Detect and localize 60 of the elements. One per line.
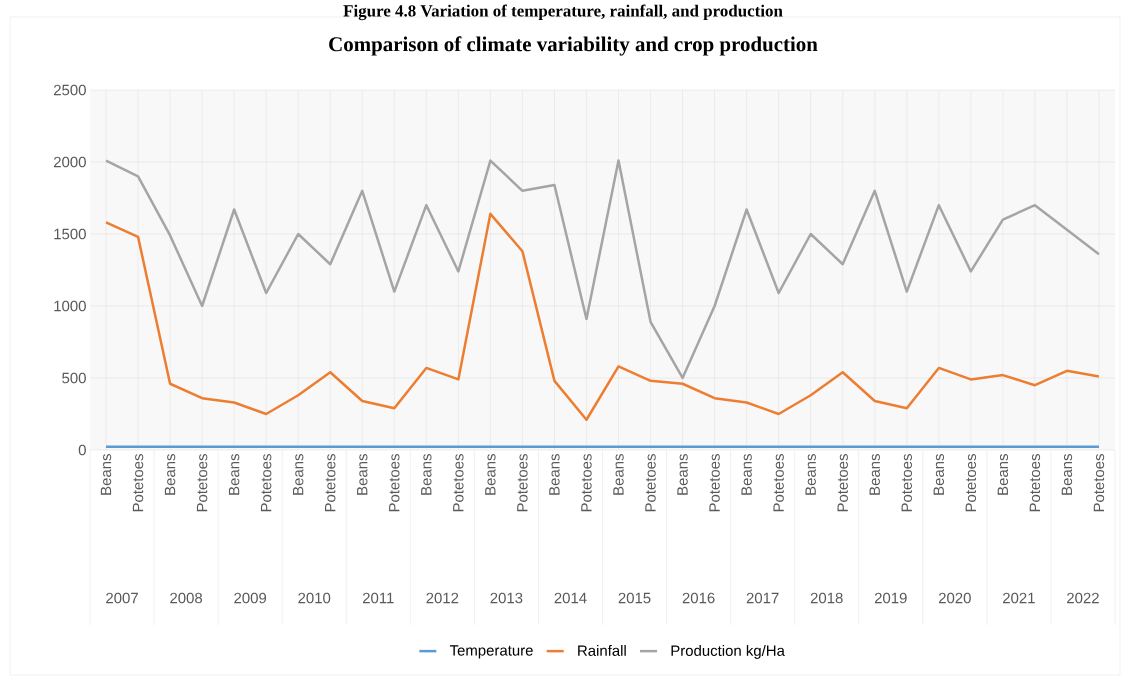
text: 2013 <box>490 592 523 604</box>
y-tick-label: 1000 <box>54 300 86 312</box>
x-tick-label: Beans <box>997 454 1009 495</box>
text: 2012 <box>426 592 459 604</box>
x-tick-label: Beans <box>1061 454 1073 495</box>
caption: Figure 4.8 Variation of temperature, rainfall, and production <box>343 4 783 21</box>
y-tick-label: 1500 <box>54 228 86 240</box>
x-tick-label: Potetoes <box>1029 454 1041 512</box>
y-tick-label: 2000 <box>54 156 86 168</box>
x-tick-label: Potetoes <box>196 454 208 512</box>
text: 2017 <box>746 592 779 604</box>
text: 2022 <box>1067 592 1099 604</box>
text: 2007 <box>106 592 138 604</box>
text: 2014 <box>554 592 587 604</box>
x-tick-label: Beans <box>933 454 945 495</box>
x-tick-label: Potetoes <box>837 454 848 512</box>
legend-label: Temperature <box>449 645 533 659</box>
text: 2009 <box>234 592 267 604</box>
x-tick-label: Beans <box>869 454 880 495</box>
x-tick-label: Beans <box>741 454 752 495</box>
text: 2010 <box>298 592 331 604</box>
text: 2019 <box>874 592 907 604</box>
text: 2021 <box>1003 592 1035 604</box>
x-tick-label: Beans <box>228 454 240 495</box>
text: 2016 <box>682 592 715 604</box>
x-tick-label: Beans <box>677 454 688 495</box>
x-tick-label: Beans <box>421 454 432 495</box>
text: 2008 <box>170 592 203 604</box>
x-tick-label: Potetoes <box>389 454 400 512</box>
x-tick-label: Beans <box>485 454 496 495</box>
y-tick-label: 0 <box>78 444 86 456</box>
x-tick-label: Potetoes <box>132 454 144 512</box>
line-series <box>104 212 1101 421</box>
x-tick-label: Beans <box>100 454 112 495</box>
x-tick-label: Potetoes <box>453 454 464 512</box>
x-tick-label: Potetoes <box>581 454 592 512</box>
x-tick-label: Potetoes <box>260 454 272 512</box>
text: 2020 <box>938 592 971 604</box>
x-tick-label: Beans <box>805 454 816 495</box>
x-tick-label: Potetoes <box>517 454 528 512</box>
x-tick-label: Beans <box>164 454 176 495</box>
x-tick-label: Potetoes <box>965 454 977 512</box>
x-tick-label: Potetoes <box>325 454 336 512</box>
x-tick-label: Potetoes <box>901 454 912 512</box>
x-tick-label: Beans <box>613 454 624 495</box>
text: 2018 <box>810 592 843 604</box>
y-tick-label: 2500 <box>54 84 86 96</box>
x-tick-label: Potetoes <box>709 454 720 512</box>
legend-label: Production kg/Ha <box>671 644 785 659</box>
legend-label: Rainfall <box>578 644 626 656</box>
text: 2015 <box>618 592 651 604</box>
x-tick-label: Beans <box>357 454 368 495</box>
x-tick-label: Beans <box>549 454 560 495</box>
x-tick-label: Beans <box>292 454 304 495</box>
text: 2011 <box>362 592 394 604</box>
x-tick-label: Potetoes <box>773 454 784 512</box>
x-tick-label: Potetoes <box>1093 454 1105 512</box>
x-tick-label: Potetoes <box>645 454 656 512</box>
chart-title: Comparison of climate variability and crop production <box>329 36 818 56</box>
y-tick-label: 500 <box>62 372 86 384</box>
